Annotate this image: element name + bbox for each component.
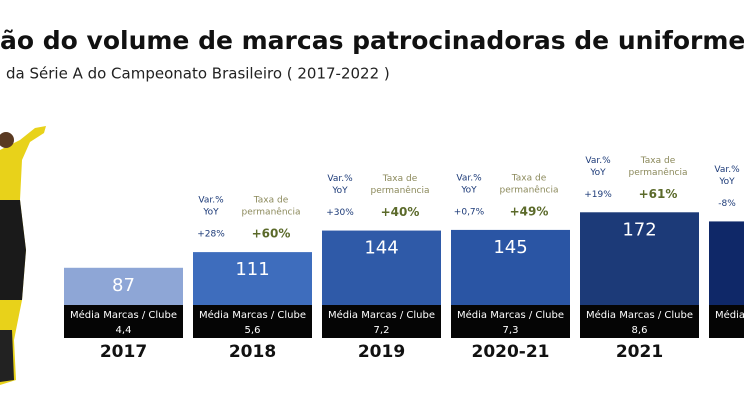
retention-value: +60% <box>252 227 291 241</box>
retention-label: Taxa de <box>382 174 418 184</box>
footer-label: Média Marcas / Clube <box>199 309 306 321</box>
retention-label: Taxa de <box>253 196 289 206</box>
footer-box <box>451 305 570 338</box>
footer-label: Média Marcas / Clube <box>457 309 564 321</box>
yoy-label: Var.% <box>198 196 224 206</box>
yoy-value: +0,7% <box>454 207 485 217</box>
bar <box>709 221 744 305</box>
footer-value: 7,3 <box>503 325 519 336</box>
retention-label: permanência <box>371 185 430 196</box>
bar <box>451 229 570 305</box>
footer-value: 5,6 <box>245 325 261 336</box>
retention-label: permanência <box>242 207 301 218</box>
value-label: 111 <box>235 259 269 280</box>
chart-subtitle: da Série A do Campeonato Brasileiro ( 20… <box>6 65 390 83</box>
yoy-label: Var.% <box>456 173 482 183</box>
player-illustration <box>0 126 46 385</box>
footer-value: 8,6 <box>632 325 648 336</box>
footer-label: Média Marcas / Clube <box>328 309 435 321</box>
footer-label: Média Marcas / Clube <box>715 309 744 321</box>
footer-value: 4,4 <box>116 325 132 336</box>
retention-label: permanência <box>500 184 559 195</box>
retention-value: +40% <box>381 205 420 219</box>
retention-label: Taxa de <box>511 173 547 183</box>
value-label: 145 <box>493 237 527 258</box>
yoy-label: YoY <box>718 177 735 187</box>
yoy-label: YoY <box>589 168 606 178</box>
chart-title: ão do volume de marcas patrocinadoras de… <box>0 26 744 55</box>
footer-label: Média Marcas / Clube <box>586 309 693 321</box>
footer-box <box>64 305 183 338</box>
value-label: 87 <box>112 275 135 296</box>
x-tick-label: 2018 <box>229 342 276 362</box>
bar <box>64 267 183 305</box>
yoy-label: Var.% <box>585 156 611 166</box>
value-label: 144 <box>364 238 398 259</box>
footer-label: Média Marcas / Clube <box>70 309 177 321</box>
yoy-label: YoY <box>331 186 348 196</box>
yoy-label: Var.% <box>714 165 740 175</box>
yoy-value: +28% <box>197 230 225 240</box>
footer-box <box>193 305 312 338</box>
footer-box <box>322 305 441 338</box>
yoy-value: +19% <box>584 190 612 200</box>
yoy-label: Var.% <box>327 174 353 184</box>
bar <box>580 212 699 305</box>
yoy-value: +30% <box>326 208 354 218</box>
footer-value: 7,2 <box>374 325 390 336</box>
x-tick-label: 2021 <box>616 342 663 362</box>
footer-box <box>580 305 699 338</box>
yoy-value: -8% <box>718 199 736 209</box>
x-tick-label: 2020-21 <box>471 342 549 362</box>
bar <box>322 230 441 305</box>
retention-label: Taxa de <box>640 156 676 166</box>
value-label: 172 <box>622 219 656 240</box>
footer-box <box>709 305 744 338</box>
yoy-label: YoY <box>460 185 477 195</box>
yoy-label: YoY <box>202 208 219 218</box>
bar <box>193 252 312 305</box>
x-tick-label: 2019 <box>358 342 405 362</box>
retention-label: permanência <box>629 167 688 178</box>
retention-value: +61% <box>639 187 678 201</box>
retention-value: +49% <box>510 204 549 218</box>
x-tick-label: 2017 <box>100 342 147 362</box>
